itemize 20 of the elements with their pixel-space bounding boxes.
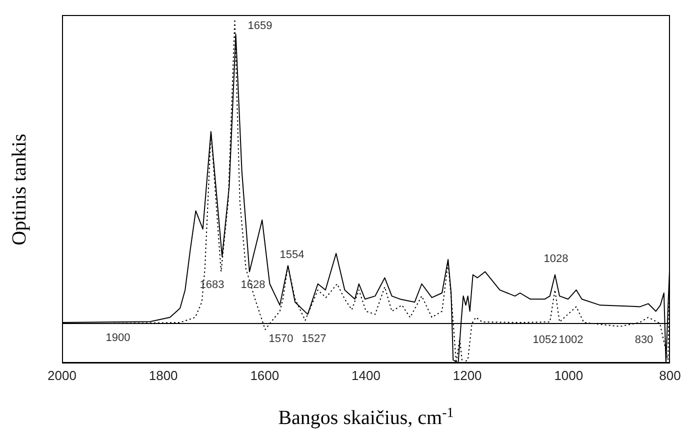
annotation: 1028 bbox=[544, 253, 568, 265]
x-tick-label: 1800 bbox=[148, 368, 178, 384]
annotation: 1554 bbox=[280, 249, 304, 261]
annotation: 1570 bbox=[268, 333, 294, 345]
annotation: 1683 bbox=[200, 279, 224, 291]
x-axis-title: Bangos skaičius, cm$^{-1}$ bbox=[278, 406, 454, 429]
x-tick-label: 1600 bbox=[250, 368, 280, 384]
x-tick-label: 1200 bbox=[452, 368, 482, 384]
x-tick-label: 2000 bbox=[48, 368, 76, 384]
annotation: 1002 bbox=[558, 334, 584, 346]
annotation: 1052 bbox=[532, 334, 558, 346]
y-axis-title: Optinis tankis bbox=[8, 133, 32, 245]
annotation: 1900 bbox=[106, 332, 130, 344]
annotation: 830 bbox=[634, 334, 654, 346]
x-tick-label: 800 bbox=[659, 368, 681, 384]
x-tick-label: 1000 bbox=[554, 368, 584, 384]
annotation: 1659 bbox=[248, 20, 272, 32]
x-tick-label: 1400 bbox=[352, 368, 380, 384]
annotation: 1628 bbox=[240, 279, 266, 291]
annotation: 1527 bbox=[302, 333, 326, 345]
